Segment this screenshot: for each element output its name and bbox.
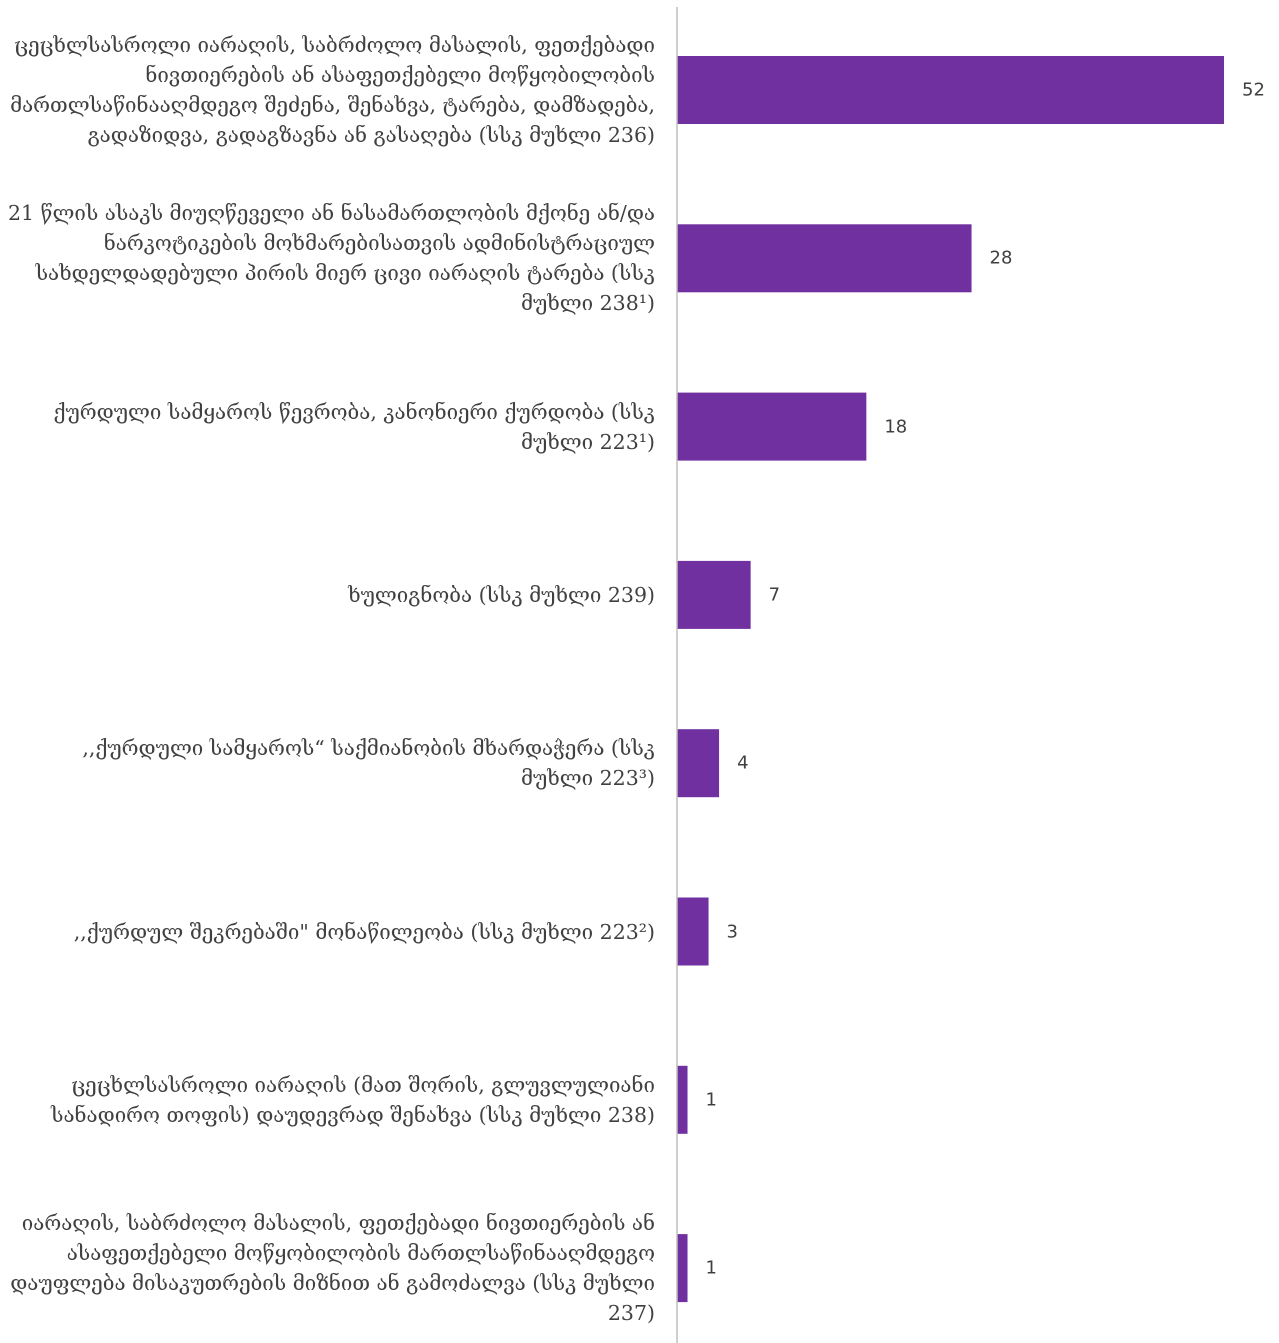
bar — [677, 1065, 688, 1134]
bar-value-label: 3 — [726, 921, 738, 942]
bars-layer — [677, 56, 1224, 1303]
bar-value-label: 7 — [768, 584, 781, 606]
bar — [677, 897, 709, 966]
category-label: ქურდული სამყაროს წევრობა, კანონიერი ქურდ… — [53, 399, 655, 454]
bar — [677, 224, 972, 293]
bar — [677, 1234, 688, 1303]
category-label: იარაღის, საბრძოლო მასალის, ფეთქებადი ნივ… — [10, 1211, 655, 1326]
bar — [677, 56, 1224, 124]
bar-value-label: 1 — [705, 1257, 717, 1279]
category-label: ,,ქურდული სამყაროს“ საქმიანობის მხარდაჭე… — [82, 736, 655, 791]
bar-value-label: 18 — [884, 416, 908, 438]
bar — [677, 560, 751, 629]
category-label: 21 წლის ასაკს მიუღწეველი ან ნასამართლობი… — [7, 201, 655, 316]
category-label: ,,ქურდულ შეკრებაში" მონაწილეობა (სსკ მუხ… — [73, 919, 655, 944]
bar-value-label: 4 — [737, 752, 749, 774]
bar-value-label: 1 — [705, 1089, 717, 1111]
bar — [677, 392, 867, 461]
bar-value-label: 28 — [989, 247, 1013, 269]
bar — [677, 729, 720, 798]
category-label: ხულიგნობა (სსკ მუხლი 239) — [348, 582, 655, 607]
category-label: ცეცხლსასროლი იარაღის (მათ შორის, გლუვლულ… — [51, 1072, 655, 1127]
category-label: ცეცხლსასროლი იარაღის, საბრძოლო მასალის, … — [10, 33, 655, 147]
bar-value-label: 52 — [1242, 79, 1265, 101]
